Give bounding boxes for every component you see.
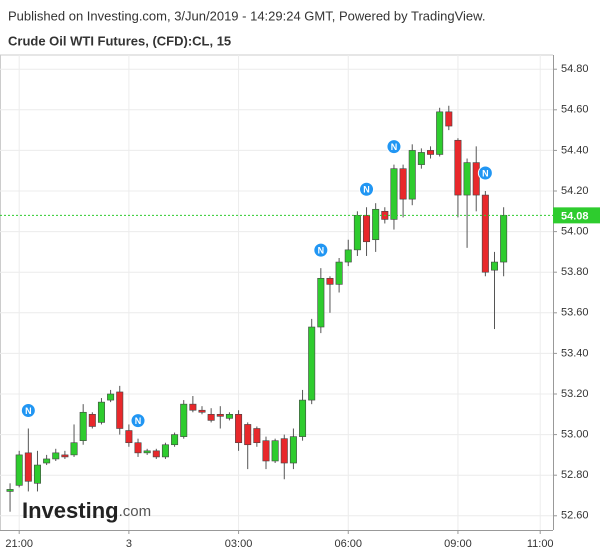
x-tick-label: 11:00 xyxy=(527,538,554,550)
y-tick-label: 53.60 xyxy=(561,307,589,319)
candle-body xyxy=(481,194,489,273)
event-label: N xyxy=(25,406,32,416)
candle-body xyxy=(15,454,23,486)
candle-body xyxy=(43,458,51,464)
candle-body xyxy=(33,464,41,484)
candle-body xyxy=(189,403,197,411)
event-label: N xyxy=(318,246,325,256)
candle-body xyxy=(344,249,352,263)
y-tick-label: 54.20 xyxy=(561,185,589,197)
candle-body xyxy=(88,413,96,427)
candle-body xyxy=(271,440,279,462)
candle-body xyxy=(463,162,471,196)
candle-body xyxy=(445,111,453,127)
candle-body xyxy=(353,215,361,251)
logo-main: Investing xyxy=(22,498,119,523)
candle-body xyxy=(107,393,115,401)
published-note: Published on Investing.com, 3/Jun/2019 -… xyxy=(8,8,485,23)
event-marker xyxy=(313,242,329,258)
candle-body xyxy=(436,111,444,155)
candle-body xyxy=(472,162,480,196)
candle-body xyxy=(143,450,151,454)
candle-body xyxy=(79,411,87,441)
candle-body xyxy=(289,436,297,464)
candle-body xyxy=(500,215,508,263)
candle-body xyxy=(6,489,14,492)
event-marker xyxy=(477,165,493,181)
candle-body xyxy=(454,139,462,196)
logo-suffix: .com xyxy=(119,503,152,520)
y-tick-label: 52.60 xyxy=(561,510,589,522)
x-tick-label: 03:00 xyxy=(225,538,253,550)
event-label: N xyxy=(135,416,142,426)
logo: Investing.com xyxy=(22,498,151,523)
y-tick-label: 53.00 xyxy=(561,429,589,441)
y-tick-label: 53.20 xyxy=(561,388,589,400)
candle-body xyxy=(171,434,179,446)
candle-body xyxy=(335,261,343,285)
candle-body xyxy=(216,413,224,417)
y-tick-label: 54.80 xyxy=(561,63,589,75)
candle-body xyxy=(317,277,325,328)
x-tick-label: 06:00 xyxy=(334,538,362,550)
x-tick-label: 21:00 xyxy=(5,538,33,550)
candle-body xyxy=(491,261,499,271)
candle-body xyxy=(399,168,407,200)
last-price-label: 54.08 xyxy=(561,210,589,222)
x-tick-label: 09:00 xyxy=(444,538,472,550)
candle-body xyxy=(408,150,416,200)
candle-body xyxy=(70,442,78,456)
candle-body xyxy=(97,401,105,423)
y-tick-label: 54.60 xyxy=(561,104,589,116)
candle-body xyxy=(116,391,124,429)
candle-body xyxy=(161,444,169,458)
candle-body xyxy=(207,413,215,421)
event-label: N xyxy=(482,168,489,178)
x-tick-label: 3 xyxy=(126,538,132,550)
candle-body xyxy=(225,413,233,419)
candle-body xyxy=(427,150,435,155)
event-label: N xyxy=(363,185,370,195)
candle-body xyxy=(299,399,307,437)
candle-body xyxy=(308,326,316,401)
candle-body xyxy=(363,215,371,243)
event-marker xyxy=(20,403,36,419)
event-marker xyxy=(130,413,146,429)
candle-body xyxy=(390,168,398,220)
candle-body xyxy=(24,452,32,482)
candle-body xyxy=(417,152,425,165)
candle-body xyxy=(235,413,243,444)
y-tick-label: 52.80 xyxy=(561,469,589,481)
y-tick-label: 54.40 xyxy=(561,144,589,156)
chart-title: Crude Oil WTI Futures, (CFD):CL, 15 xyxy=(8,33,231,48)
candle-body xyxy=(52,452,60,460)
candle-body xyxy=(125,430,133,444)
event-marker xyxy=(359,181,375,197)
candle-body xyxy=(198,409,206,413)
candle-body xyxy=(61,454,69,458)
y-tick-label: 54.00 xyxy=(561,226,589,238)
candle-body xyxy=(152,450,160,458)
candle-body xyxy=(262,440,270,462)
candle-body xyxy=(326,277,334,285)
event-marker xyxy=(386,139,402,155)
candle-body xyxy=(253,428,261,444)
event-label: N xyxy=(391,142,398,152)
candle-body xyxy=(372,208,380,241)
candle-body xyxy=(180,403,188,437)
candle-body xyxy=(244,424,252,446)
y-tick-label: 53.40 xyxy=(561,347,589,359)
last-price-box xyxy=(553,207,600,224)
y-tick-label: 53.80 xyxy=(561,266,589,278)
candle-body xyxy=(280,438,288,464)
candle-body xyxy=(134,442,142,454)
